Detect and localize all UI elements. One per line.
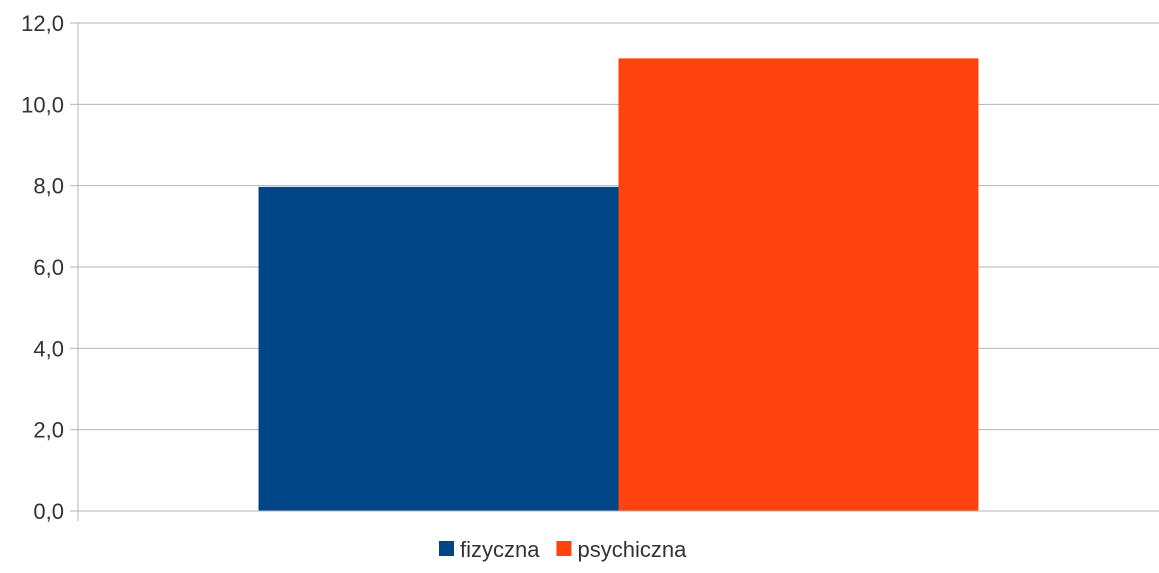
legend: fizyczna psychiczna [439,537,687,562]
y-tick-label: 6,0 [33,255,64,280]
y-tick-label: 12,0 [21,11,64,36]
y-tick-label: 10,0 [21,92,64,117]
bars [258,58,979,512]
y-tick-label: 4,0 [33,336,64,361]
y-tick-label: 2,0 [33,418,64,443]
legend-swatch-psychiczna [556,541,572,556]
legend-swatch-fizyczna [439,541,454,556]
y-tick-labels: 0,0 2,0 4,0 6,0 8,0 10,0 12,0 [21,11,64,524]
y-tick-label: 0,0 [33,499,64,524]
legend-label-fizyczna: fizyczna [460,537,540,562]
legend-label-psychiczna: psychiczna [577,537,687,562]
bar-psychiczna [618,58,979,511]
bar-fizyczna [258,186,619,512]
axes [77,23,1159,521]
y-tick-label: 8,0 [33,174,64,199]
